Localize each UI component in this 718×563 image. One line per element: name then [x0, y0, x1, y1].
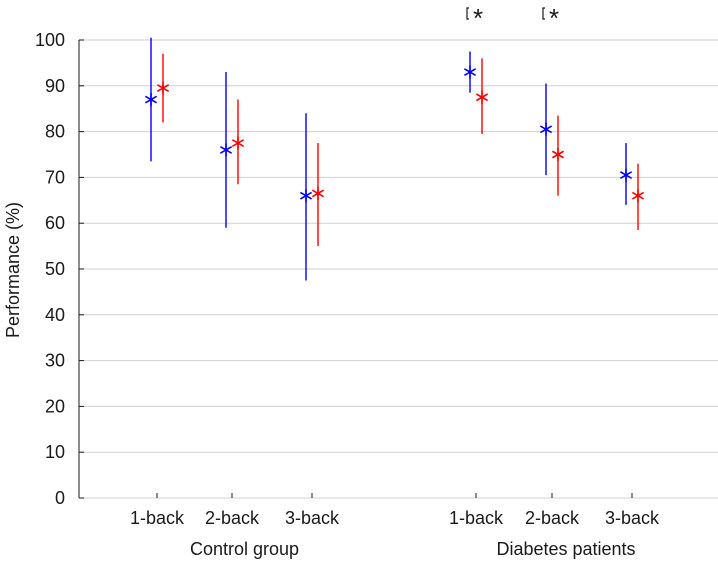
x-tick-label: 1-back — [130, 508, 185, 528]
y-tick-label: 0 — [55, 488, 65, 508]
y-tick-label: 40 — [45, 305, 65, 325]
data-point — [144, 93, 158, 107]
data-point — [539, 122, 553, 136]
y-tick-label: 80 — [45, 122, 65, 142]
y-tick-label: 30 — [45, 351, 65, 371]
data-point — [619, 168, 633, 182]
data-point — [156, 81, 170, 95]
x-tick-label: 3-back — [605, 508, 660, 528]
y-ticks: 0 10 20 30 40 50 60 70 80 90 100 — [35, 30, 84, 508]
data-point — [463, 65, 477, 79]
data-point — [219, 143, 233, 157]
x-ticks: 1-back 2-back 3-back 1-back 2-back 3-back — [130, 493, 660, 528]
error-bars — [150, 37, 639, 281]
y-tick-label: 60 — [45, 213, 65, 233]
data-point — [299, 189, 313, 203]
y-axis-label: Performance (%) — [3, 202, 23, 338]
data-point — [231, 136, 245, 150]
x-tick-label: 3-back — [285, 508, 340, 528]
x-tick-label: 2-back — [525, 508, 580, 528]
markers — [144, 65, 645, 203]
data-point — [475, 90, 489, 104]
y-tick-label: 50 — [45, 259, 65, 279]
group-label: Diabetes patients — [496, 539, 635, 559]
group-label: Control group — [190, 539, 299, 559]
x-tick-label: 1-back — [449, 508, 504, 528]
group-labels: Control group Diabetes patients — [190, 539, 636, 559]
significance-bracket — [466, 7, 469, 20]
y-tick-label: 10 — [45, 442, 65, 462]
data-point — [311, 186, 325, 200]
grid — [79, 39, 718, 499]
y-tick-label: 20 — [45, 396, 65, 416]
significance-markers: * * — [466, 3, 559, 33]
significance-star: * — [473, 3, 483, 33]
significance-star: * — [549, 3, 559, 33]
y-tick-label: 70 — [45, 167, 65, 187]
data-point — [551, 148, 565, 161]
data-point — [631, 189, 645, 203]
y-tick-label: 100 — [35, 30, 65, 50]
y-tick-label: 90 — [45, 76, 65, 96]
x-tick-label: 2-back — [205, 508, 260, 528]
significance-bracket — [542, 7, 545, 20]
